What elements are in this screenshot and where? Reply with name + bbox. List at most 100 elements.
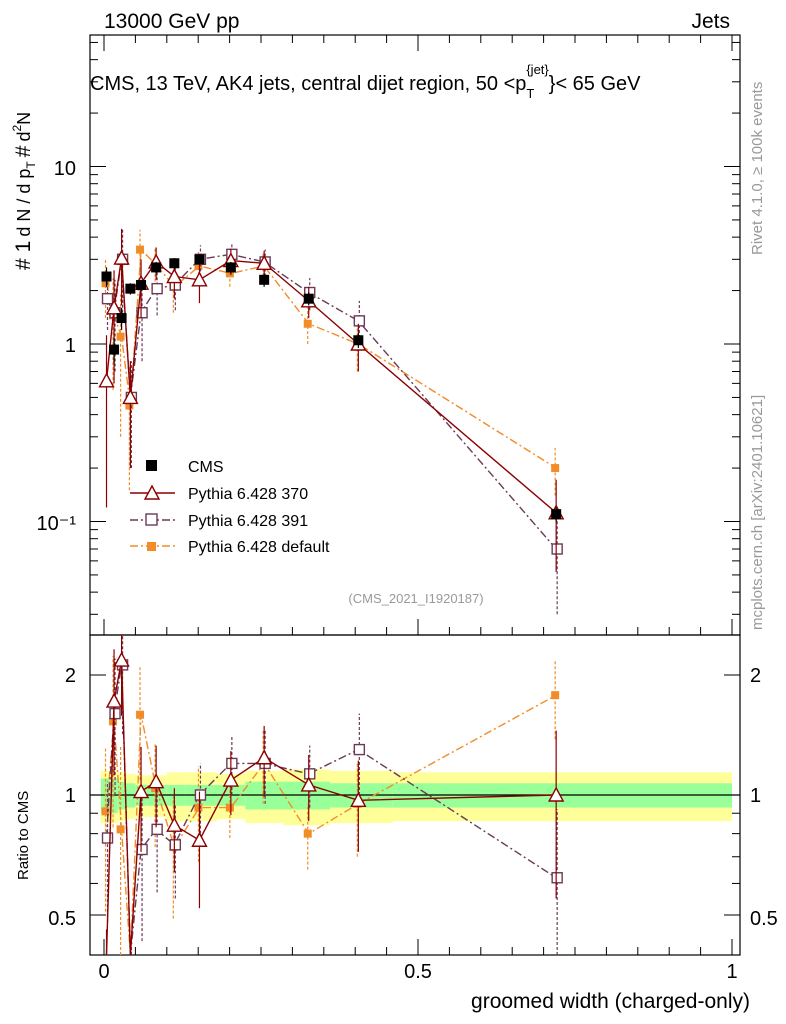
ratio-tick-label-0.5: 0.5 xyxy=(48,908,76,930)
ratio-ylabel: Ratio to CMS xyxy=(15,791,32,880)
data-point-main xyxy=(122,388,139,405)
data-point-ratio xyxy=(300,776,317,792)
data-point-ratio xyxy=(194,803,203,812)
rivet-label: Rivet 4.1.0, ≥ 100k events xyxy=(749,82,766,255)
data-point-main xyxy=(551,543,563,555)
energy-label: 13000 GeV pp xyxy=(104,10,239,33)
svg-text:CMS, 13 TeV, AK4 jets, central: CMS, 13 TeV, AK4 jets, central dijet reg… xyxy=(90,62,641,101)
category-label: Jets xyxy=(691,10,730,33)
ratio-tick-label-1: 1 xyxy=(65,785,76,807)
legend: CMS Pythia 6.428 370 Pythia 6.428 391 Py… xyxy=(130,459,330,556)
data-point-main xyxy=(225,262,236,273)
series-pythia-6-428-391 xyxy=(101,228,563,956)
x-tick-label-1: 1 xyxy=(726,961,737,983)
y-tick-label-0.1: 10⁻¹ xyxy=(37,513,77,535)
legend-marker-pythia-370 xyxy=(143,484,161,500)
data-point-ratio xyxy=(101,832,114,844)
data-point-main xyxy=(151,262,162,273)
data-point-ratio xyxy=(116,825,125,834)
legend-entry-pythia-370: Pythia 6.428 370 xyxy=(130,484,308,503)
data-point-ratio xyxy=(101,807,110,816)
legend-entry-cms: CMS xyxy=(146,459,224,476)
legend-label-pythia-370: Pythia 6.428 370 xyxy=(188,486,308,503)
series-cms xyxy=(101,254,562,522)
y-tick-label-10: 10 xyxy=(54,158,76,180)
x-tick-label-0: 0 xyxy=(98,961,109,983)
legend-marker-cms xyxy=(146,460,157,471)
analysis-id: (CMS_2021_I1920187) xyxy=(348,591,483,606)
data-point-ratio xyxy=(551,691,560,700)
data-point-ratio xyxy=(350,791,367,807)
data-point-main xyxy=(116,332,125,341)
data-point-ratio xyxy=(132,783,150,799)
legend-entry-pythia-default: Pythia 6.428 default xyxy=(130,539,330,556)
legend-marker-pythia-391 xyxy=(145,513,158,526)
legend-marker-pythia-default xyxy=(147,542,156,551)
legend-label-pythia-default: Pythia 6.428 default xyxy=(188,539,330,556)
data-point-ratio xyxy=(166,816,183,832)
data-point-main xyxy=(101,279,110,288)
data-point-ratio xyxy=(194,789,207,801)
axis-ticks xyxy=(90,35,740,955)
legend-entry-pythia-391: Pythia 6.428 391 xyxy=(130,513,308,530)
data-point-main xyxy=(116,313,127,324)
data-point-main xyxy=(125,401,134,410)
data-point-ratio xyxy=(255,749,273,765)
data-point-ratio xyxy=(304,768,316,780)
data-point-ratio xyxy=(353,743,366,756)
data-point-main xyxy=(136,279,147,290)
series-pythia-6-428-370 xyxy=(98,228,565,956)
legend-label-pythia-391: Pythia 6.428 391 xyxy=(188,513,308,530)
data-point-main xyxy=(125,283,136,294)
data-point-ratio xyxy=(222,771,240,787)
data-point-main xyxy=(166,268,183,284)
data-point-main xyxy=(259,274,270,285)
data-point-main xyxy=(151,282,163,295)
data-point-ratio xyxy=(151,823,163,836)
ratio-tick-label-2: 2 xyxy=(65,665,76,687)
data-point-main xyxy=(255,254,273,270)
data-point-main xyxy=(101,271,112,282)
legend-label-cms: CMS xyxy=(188,459,224,476)
data-point-main xyxy=(225,269,234,278)
main-ylabel: #1d N / d pT#d2N xyxy=(10,112,38,270)
data-point-ratio xyxy=(303,829,312,838)
data-point-main xyxy=(136,245,145,254)
data-point-main xyxy=(303,319,312,328)
data-point-main xyxy=(169,258,180,269)
data-point-ratio xyxy=(191,831,208,847)
data-point-main xyxy=(353,315,366,327)
data-point-main xyxy=(353,335,364,346)
data-point-ratio xyxy=(113,651,130,667)
data-point-main xyxy=(551,464,560,473)
plot-title: CMS, 13 TeV, AK4 jets, central dijet reg… xyxy=(90,62,641,101)
x-tick-label-0.5: 0.5 xyxy=(404,961,432,983)
data-point-main xyxy=(191,271,208,287)
data-point-main xyxy=(109,344,120,355)
ratio-tick-label-0.5-right: 0.5 xyxy=(750,908,778,930)
data-point-main xyxy=(105,299,123,315)
data-point-ratio xyxy=(225,803,234,812)
data-point-main xyxy=(98,372,115,388)
mcplots-label: mcplots.cern.ch [arXiv:2401.10621] xyxy=(749,395,766,630)
data-point-ratio xyxy=(547,786,565,802)
svg-text:#1d N / d pT#d2N: #1d N / d pT#d2N xyxy=(10,112,38,270)
data-point-ratio xyxy=(136,710,145,719)
data-point-main xyxy=(551,509,562,520)
data-point-ratio xyxy=(226,757,238,770)
data-point-main xyxy=(194,254,205,265)
data-point-ratio xyxy=(551,872,563,884)
data-point-ratio xyxy=(105,692,123,708)
data-point-main xyxy=(194,262,203,271)
data-point-main xyxy=(303,293,314,304)
data-point-ratio xyxy=(109,707,121,720)
ratio-tick-label-2-right: 2 xyxy=(750,665,761,687)
data-point-main xyxy=(136,307,148,319)
ratio-tick-label-1-right: 1 xyxy=(750,785,761,807)
data-point-ratio xyxy=(147,773,165,789)
data-point-main xyxy=(101,292,114,305)
data-point-ratio xyxy=(169,839,182,851)
series-layer xyxy=(98,228,565,956)
x-axis-label: groomed width (charged-only) xyxy=(471,990,750,1013)
